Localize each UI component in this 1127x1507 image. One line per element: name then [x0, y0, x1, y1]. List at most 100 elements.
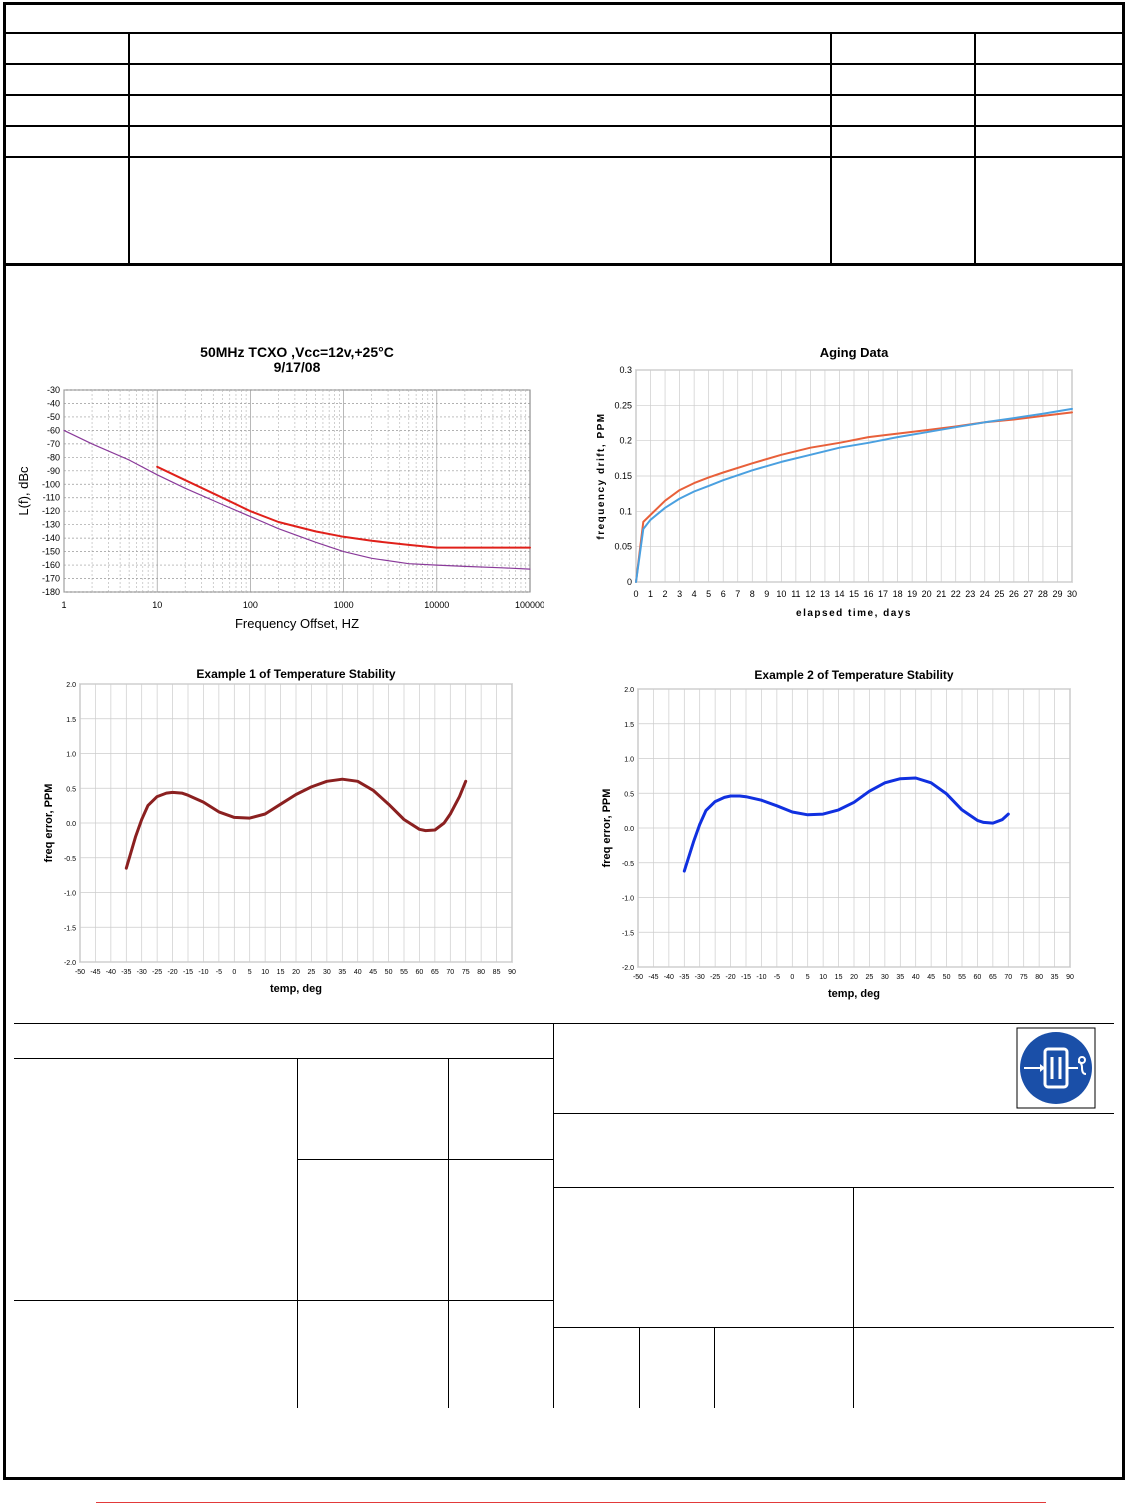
chart-title: Example 2 of Temperature Stability [754, 668, 953, 682]
x-tick-label: 10 [776, 589, 786, 599]
y-tick-label: -160 [42, 560, 60, 570]
y-tick-label: -50 [47, 412, 60, 422]
x-tick-label: -35 [679, 974, 689, 981]
y-tick-label: 0.05 [614, 542, 632, 552]
x-tick-label: 20 [922, 589, 932, 599]
x-tick-label: 20 [292, 969, 300, 976]
x-tick-label: 45 [369, 969, 377, 976]
x-tick-label: -30 [137, 969, 147, 976]
series-line-1 [156, 465, 531, 549]
y-axis-label: freq error, PPM [43, 784, 55, 863]
x-tick-label: 19 [907, 589, 917, 599]
x-tick-label: 27 [1023, 589, 1033, 599]
y-tick-label: 0.3 [619, 365, 632, 375]
x-tick-label: 21 [936, 589, 946, 599]
x-tick-label: 11 [791, 589, 800, 599]
y-tick-label: 0.0 [624, 826, 634, 833]
x-tick-label: 6 [721, 589, 726, 599]
x-tick-label: 29 [1052, 589, 1062, 599]
x-tick-label: -5 [216, 969, 222, 976]
x-tick-label: 50 [385, 969, 393, 976]
x-tick-label: -10 [198, 969, 208, 976]
y-tick-label: -30 [47, 385, 60, 395]
y-tick-label: -90 [47, 466, 60, 476]
y-tick-label: 1.0 [624, 757, 634, 764]
x-tick-label: 12 [805, 589, 815, 599]
x-tick-label: -25 [152, 969, 162, 976]
x-tick-label: 0 [790, 974, 794, 981]
chart-subtitle: 9/17/08 [274, 359, 321, 375]
y-tick-label: 1.0 [66, 752, 76, 759]
x-tick-label: -50 [633, 974, 643, 981]
x-tick-label: 70 [1004, 974, 1012, 981]
y-tick-label: -1.5 [64, 925, 76, 932]
x-tick-label: 35 [1051, 974, 1059, 981]
x-tick-label: 20 [850, 974, 858, 981]
x-tick-label: 55 [400, 969, 408, 976]
x-tick-label: 85 [493, 969, 501, 976]
aging-chart: 0 1 2 3 4 5 6 7 8 9 10 11 12 13 14 15 16 17 18 19 20 21 22 23 24… [596, 345, 1077, 619]
x-tick-label: 60 [974, 974, 982, 981]
x-tick-label: -40 [106, 969, 116, 976]
x-tick-label: -30 [695, 974, 705, 981]
x-tick-label: -45 [648, 974, 658, 981]
x-tick-label: 7 [735, 589, 740, 599]
x-tick-label: -5 [774, 974, 780, 981]
y-tick-label: -1.0 [64, 891, 76, 898]
y-tick-label: -140 [42, 533, 60, 543]
y-tick-label: 0.2 [619, 436, 632, 446]
y-axis-label: freq error, PPM [601, 789, 613, 868]
y-tick-label: -60 [47, 425, 60, 435]
x-tick-label: 17 [878, 589, 888, 599]
x-tick-label: 55 [958, 974, 966, 981]
x-tick-label: -40 [664, 974, 674, 981]
x-tick-label: 30 [323, 969, 331, 976]
x-tick-label: 30 [1067, 589, 1077, 599]
y-tick-label: -1.0 [622, 896, 634, 903]
y-tick-label: 1.5 [66, 717, 76, 724]
x-tick-label: 75 [462, 969, 470, 976]
chart-title: Aging Data [820, 345, 889, 360]
x-tick-label: 18 [893, 589, 903, 599]
x-tick-label: 10 [819, 974, 827, 981]
x-tick-label: -45 [90, 969, 100, 976]
series-line-0 [682, 776, 1010, 873]
x-tick-label: 50 [943, 974, 951, 981]
x-tick-label: 65 [431, 969, 439, 976]
x-tick-label: -25 [710, 974, 720, 981]
x-tick-label: 0 [633, 589, 638, 599]
series-line-1 [635, 407, 1073, 583]
x-tick-label: 16 [864, 589, 874, 599]
x-tick-label: 100000 [515, 600, 544, 610]
x-tick-label: 90 [1066, 974, 1074, 981]
x-tick-label: 25 [308, 969, 316, 976]
y-tick-label: -150 [42, 547, 60, 557]
y-axis-label: L(f), dBc [16, 466, 31, 516]
series-line-0 [63, 429, 531, 570]
x-tick-label: 70 [446, 969, 454, 976]
x-tick-label: 60 [416, 969, 424, 976]
y-tick-label: 0 [627, 577, 632, 587]
crystal-oscillator-logo-icon [1016, 1027, 1096, 1109]
x-tick-label: 65 [989, 974, 997, 981]
x-tick-label: 14 [834, 589, 844, 599]
x-axis-label: temp, deg [828, 988, 880, 1000]
x-tick-label: 13 [820, 589, 830, 599]
y-tick-label: -80 [47, 452, 60, 462]
y-tick-label: -120 [42, 506, 60, 516]
y-tick-label: -40 [47, 398, 60, 408]
x-axis-label: Frequency Offset, HZ [235, 616, 359, 631]
x-tick-label: 2 [663, 589, 668, 599]
y-tick-label: 2.0 [624, 687, 634, 694]
y-tick-label: 0.1 [619, 506, 632, 516]
x-axis-label: temp, deg [270, 983, 322, 995]
y-tick-label: 0.5 [66, 786, 76, 793]
x-tick-label: 22 [951, 589, 961, 599]
y-tick-label: -0.5 [622, 861, 634, 868]
y-tick-label: 0.15 [614, 471, 632, 481]
chart-title: 50MHz TCXO ,Vcc=12v,+25°C [200, 344, 394, 360]
x-tick-label: -20 [168, 969, 178, 976]
x-tick-label: 1 [648, 589, 653, 599]
x-tick-label: 10 [152, 600, 162, 610]
x-tick-label: -15 [741, 974, 751, 981]
